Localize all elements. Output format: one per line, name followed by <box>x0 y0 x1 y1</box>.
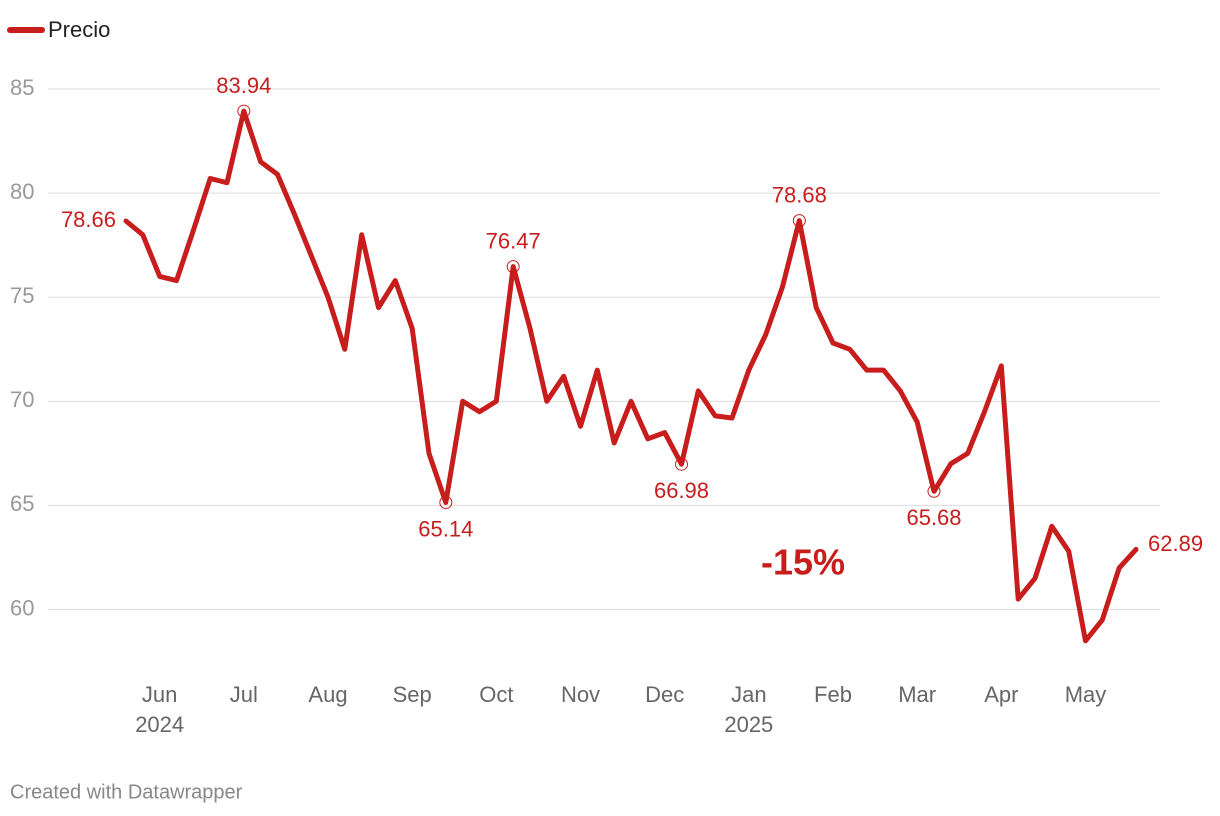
x-tick-label: Jan <box>731 682 766 707</box>
extreme-marker <box>927 484 941 498</box>
extreme-marker <box>675 457 688 471</box>
y-tick-label: 60 <box>10 595 34 620</box>
value-label: 83.94 <box>216 73 271 98</box>
x-year-label: 2025 <box>724 712 773 737</box>
price-line <box>123 108 1139 644</box>
y-tick-label: 85 <box>10 75 34 100</box>
value-label: 65.14 <box>418 516 473 541</box>
x-tick-label: Apr <box>984 682 1018 707</box>
x-tick-label: Jun <box>142 682 177 707</box>
value-label: 78.68 <box>772 182 827 207</box>
x-tick-label: Feb <box>814 682 852 707</box>
x-tick-label: Jul <box>230 682 258 707</box>
legend-label: Precio <box>48 17 110 42</box>
y-tick-label: 70 <box>10 387 34 412</box>
change-annotation: -15% <box>761 542 845 583</box>
x-tick-label: Sep <box>393 682 432 707</box>
extreme-marker <box>506 260 520 274</box>
x-tick-label: Dec <box>645 682 684 707</box>
y-tick-label: 65 <box>10 491 34 516</box>
extreme-marker <box>237 104 251 118</box>
value-label: 76.47 <box>486 228 541 253</box>
y-tick-label: 80 <box>10 179 34 204</box>
value-label: 62.89 <box>1148 531 1203 556</box>
extreme-marker <box>792 214 806 228</box>
value-label: 66.98 <box>654 478 709 503</box>
x-tick-label: May <box>1065 682 1107 707</box>
x-tick-label: Aug <box>308 682 347 707</box>
value-label: 78.66 <box>61 207 116 232</box>
extreme-marker <box>439 496 453 510</box>
x-tick-label: Mar <box>898 682 936 707</box>
value-label: 65.68 <box>906 505 961 530</box>
footer: Created with Datawrapper <box>10 781 243 803</box>
x-tick-label: Oct <box>479 682 513 707</box>
y-tick-label: 75 <box>10 283 34 308</box>
x-tick-label: Nov <box>561 682 600 707</box>
x-year-label: 2024 <box>135 712 184 737</box>
